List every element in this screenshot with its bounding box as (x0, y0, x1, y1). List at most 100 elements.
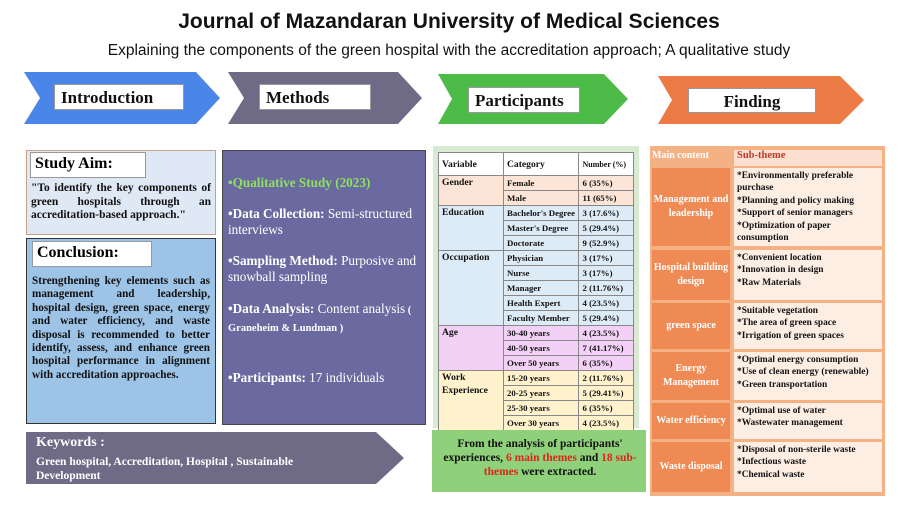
conclusion-box (26, 238, 216, 424)
methods-analysis-head: •Data Analysis: (228, 301, 315, 316)
sub-theme: *Planning and policy making (737, 195, 854, 206)
keywords-arrow (26, 432, 404, 484)
number-cell: 3 (17%) (578, 250, 634, 266)
methods-analysis-ref: ( Graneheim & Lundman ) (228, 305, 412, 334)
sub-theme: *Optimal energy consumption (737, 355, 859, 365)
main-theme: Water efficiency (652, 403, 730, 439)
number-cell: 2 (11.76%) (578, 370, 634, 386)
methods-collection-text: Semi-structured interviews (228, 206, 413, 237)
results-themes: 6 main themes (505, 452, 577, 464)
variable-cell: Gender (438, 175, 504, 206)
category-cell: Male (502, 190, 580, 206)
table-row: Over 30 years 4 (23.5%) (439, 415, 634, 431)
number-cell: 6 (35%) (578, 355, 634, 371)
sub-theme-cell: *Optimal use of water *Wastewater managem… (734, 403, 882, 439)
methods-box (222, 150, 426, 425)
sub-theme-cell: *Environmentally preferable purchase *Pla… (734, 168, 882, 246)
table-row: Master's Degree 5 (29.4%) (439, 220, 634, 236)
table-header-row: Variable Category Number (%) (438, 152, 634, 176)
number-cell: 6 (35%) (578, 175, 634, 191)
methods-label: Methods (259, 84, 371, 110)
sub-theme: *Irrigation of green spaces (737, 330, 844, 341)
results-subthemes: 18 sub-themes (483, 452, 637, 478)
category-cell: Doctorate (502, 235, 580, 251)
header-category: Category (502, 152, 580, 176)
participants-table: Variable Category Number (%) Gender Femal… (438, 152, 634, 431)
methods-analysis-text: Content analysis (314, 301, 406, 316)
sub-theme: *Innovation in design (737, 265, 824, 276)
number-cell: 9 (52.9%) (578, 235, 634, 251)
methods-sampling-head: •Sampling Method: (228, 253, 338, 268)
table-row: Gender Female 6 (35%) (438, 175, 634, 206)
category-cell: Master's Degree (502, 220, 580, 236)
sub-theme: *Optimization of paper consumption (737, 220, 831, 244)
category-cell: Over 30 years (502, 415, 580, 431)
main-theme: green space (652, 303, 730, 349)
number-cell: 5 (29.41%) (578, 385, 634, 401)
sub-theme: *Infectious waste (737, 457, 807, 468)
methods-study-type: •Qualitative Study (2023) (228, 175, 423, 191)
number-cell: 6 (35%) (578, 400, 634, 416)
category-cell: Bachelor's Degree (502, 205, 580, 221)
number-cell: 4 (23.5%) (578, 325, 634, 341)
number-cell: 7 (41.17%) (578, 340, 634, 356)
results-post: were extracted. (518, 466, 597, 478)
main-theme: Energy Management (652, 352, 730, 400)
variable-cell: Work Experience (438, 370, 504, 431)
introduction-label: Introduction (54, 84, 184, 110)
conclusion-title: Conclusion: (32, 241, 152, 267)
category-cell: 15-20 years (502, 370, 580, 386)
sub-theme: *Raw Materials (737, 277, 801, 288)
table-row: Doctorate 9 (52.9%) (439, 235, 634, 251)
methods-sampling-text: Purposive and snowball sampling (228, 253, 417, 284)
methods-participants-head: •Participants: (228, 370, 306, 385)
sub-theme: *Use of clean energy (renewable) (737, 367, 869, 378)
results-mid: and (576, 452, 602, 464)
number-cell: 2 (11.76%) (578, 280, 634, 296)
journal-title: Journal of Mazandaran University of Medi… (178, 10, 720, 33)
findings-header-sub: Sub-theme (734, 150, 882, 166)
sub-theme: *Chemical waste (737, 469, 805, 480)
category-cell: 25-30 years (502, 400, 580, 416)
category-cell: Over 50 years (502, 355, 580, 371)
results-pre: From the analysis of participants' exper… (443, 438, 623, 464)
keywords-text: Green hospital, Accreditation, Hospital … (36, 456, 294, 482)
sub-theme: *Suitable vegetation (737, 306, 818, 316)
sub-theme-cell: *Optimal energy consumption *Use of clean… (734, 352, 882, 400)
number-cell: 11 (65%) (578, 190, 634, 206)
header-number: Number (%) (578, 152, 634, 176)
number-cell: 4 (23.5%) (578, 415, 634, 431)
sub-theme-cell: *Convenient location *Innovation in desig… (734, 250, 882, 300)
study-title: Explaining the components of the green h… (107, 42, 791, 59)
table-row: Occupation Physician 3 (17%) (438, 250, 634, 326)
methods-analysis: •Data Analysis: Content analysis ( Grane… (228, 301, 423, 337)
category-cell: Manager (502, 280, 580, 296)
number-cell: 4 (23.5%) (578, 295, 634, 311)
conclusion-text: Strengthening key elements such as manag… (32, 275, 210, 381)
sub-theme: *Optimal use of water (737, 406, 826, 416)
methods-collection-head: •Data Collection: (228, 206, 325, 221)
table-row: Manager 2 (11.76%) (439, 280, 634, 296)
methods-study-text: •Qualitative Study (2023) (228, 175, 371, 190)
table-row: 40-50 years 7 (41.17%) (439, 340, 634, 356)
table-row: Work Experience 15-20 years 2 (11.76%) (438, 370, 634, 431)
study-aim-title: Study Aim: (30, 152, 146, 178)
finding-label: Finding (688, 88, 816, 113)
category-cell: 40-50 years (502, 340, 580, 356)
methods-participants: •Participants: 17 individuals (228, 370, 423, 386)
table-row: 25-30 years 6 (35%) (439, 400, 634, 416)
sub-theme: *Wastewater management (737, 418, 843, 429)
table-row: Age 30-40 years 4 (23.5%) (438, 325, 634, 371)
sub-theme: *Disposal of non-sterile waste (737, 445, 856, 455)
variable-cell: Education (438, 205, 504, 251)
header-variable: Variable (438, 152, 504, 176)
sub-theme: *Support of senior managers (737, 208, 853, 219)
variable-cell: Occupation (438, 250, 504, 326)
category-cell: 20-25 years (502, 385, 580, 401)
keywords-title: Keywords : (36, 435, 105, 450)
category-cell: Nurse (502, 265, 580, 281)
variable-cell: Age (438, 325, 504, 371)
main-theme: Waste disposal (652, 442, 730, 492)
sub-theme: *Convenient location (737, 253, 822, 263)
results-box (432, 430, 646, 492)
